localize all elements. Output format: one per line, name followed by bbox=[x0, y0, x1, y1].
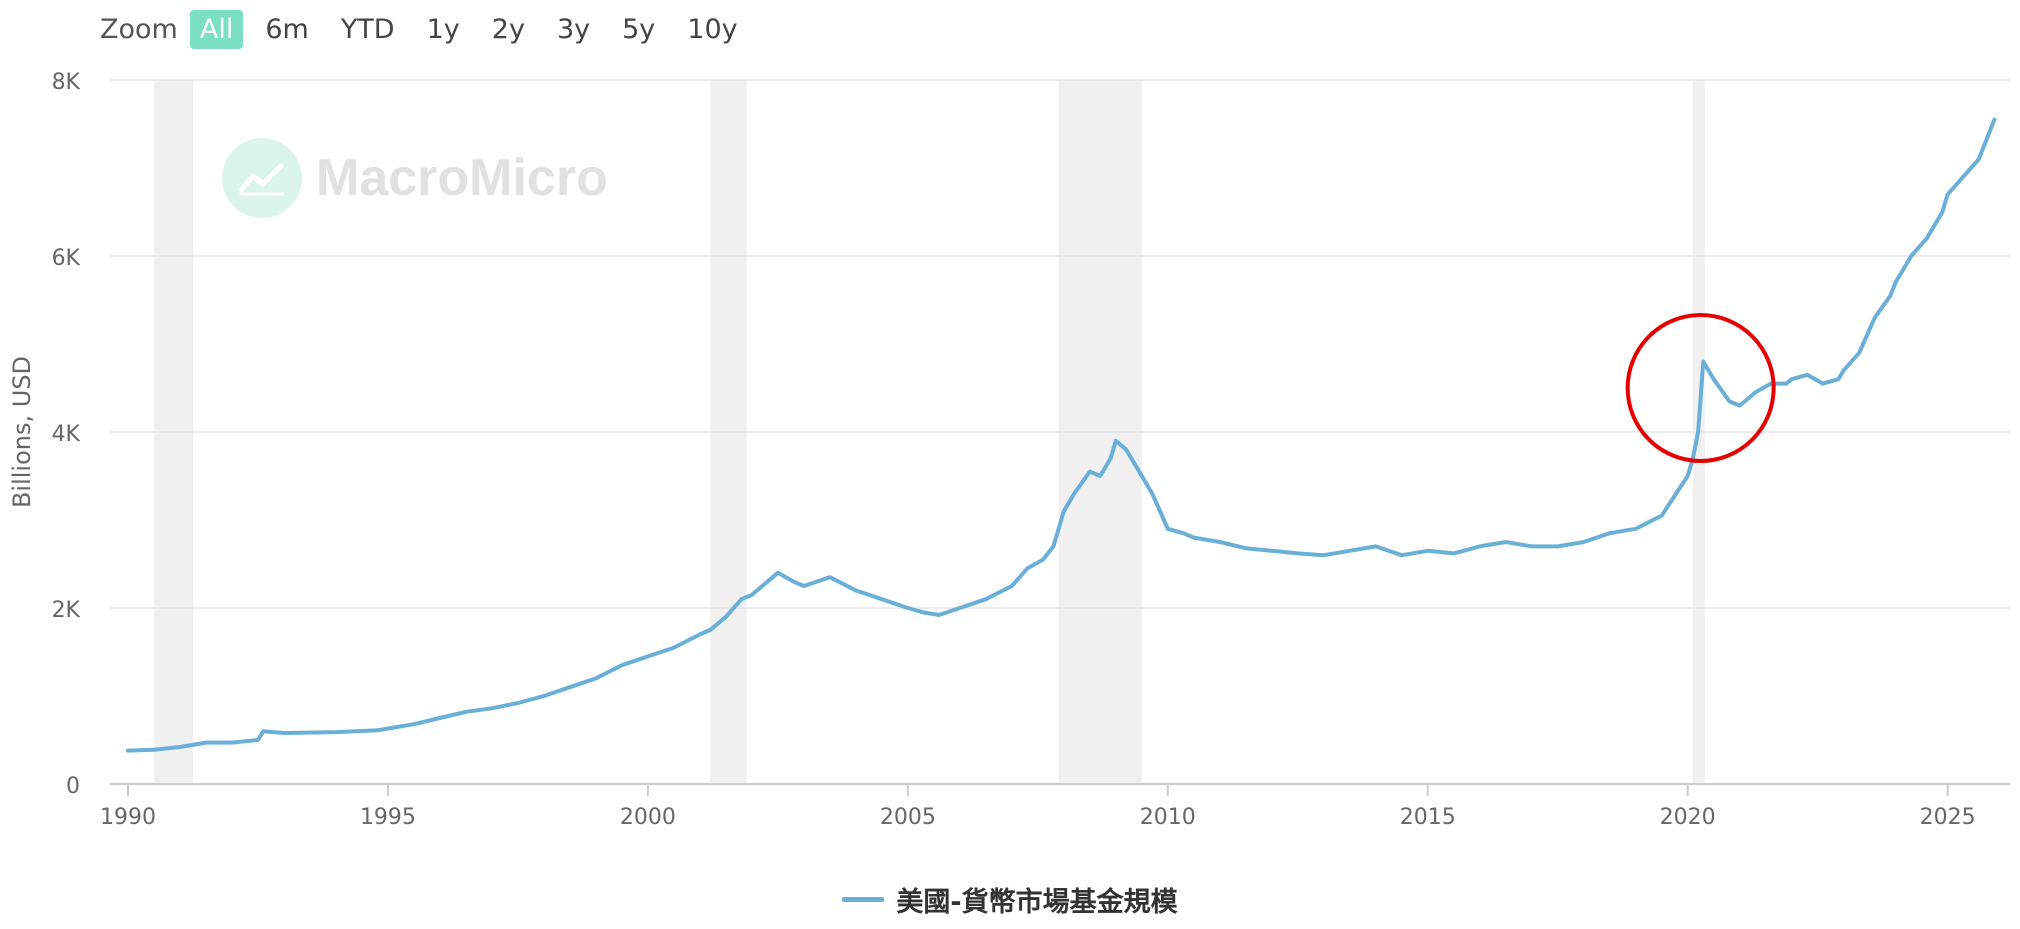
y-tick-label-2: 4K bbox=[52, 422, 81, 447]
legend-swatch bbox=[842, 897, 885, 902]
x-tick-label-7: 2025 bbox=[1920, 805, 1976, 830]
x-tick-label-1: 1995 bbox=[360, 805, 416, 830]
zoom-5y-button[interactable]: 5y bbox=[622, 13, 656, 45]
zoom-10y-button[interactable]: 10y bbox=[687, 13, 738, 45]
zoom-bar: Zoom All 6m YTD 1y 2y 3y 5y 10y bbox=[100, 4, 760, 54]
x-tick-label-6: 2020 bbox=[1660, 805, 1716, 830]
highlight-circle bbox=[1625, 313, 1776, 463]
zoom-label: Zoom bbox=[100, 13, 178, 45]
legend: 美國-貨幣市場基金規模 bbox=[0, 880, 2020, 919]
x-tick-label-4: 2010 bbox=[1140, 805, 1196, 830]
zoom-2y-button[interactable]: 2y bbox=[491, 13, 525, 45]
watermark: MacroMicro bbox=[222, 138, 608, 218]
x-tick-label-0: 1990 bbox=[100, 805, 156, 830]
y-axis-title: Billions, USD bbox=[8, 356, 36, 508]
zoom-1y-button[interactable]: 1y bbox=[426, 13, 460, 45]
series-line-money-market-funds bbox=[126, 117, 1997, 753]
x-tick-label-3: 2005 bbox=[880, 805, 936, 830]
y-tick-label-0: 0 bbox=[66, 774, 80, 799]
chart-logo-icon bbox=[222, 138, 302, 218]
zoom-ytd-button[interactable]: YTD bbox=[340, 13, 395, 45]
y-tick-label-3: 6K bbox=[52, 246, 81, 271]
watermark-text: MacroMicro bbox=[316, 149, 608, 207]
zoom-3y-button[interactable]: 3y bbox=[556, 13, 591, 45]
x-tick-label-2: 2000 bbox=[620, 805, 676, 830]
legend-item-money-market-funds[interactable]: 美國-貨幣市場基金規模 bbox=[842, 880, 1178, 919]
legend-label: 美國-貨幣市場基金規模 bbox=[896, 887, 1178, 918]
y-tick-label-4: 8K bbox=[52, 70, 81, 95]
zoom-6m-button[interactable]: 6m bbox=[265, 13, 309, 45]
line-chart: 0 2K 4K 6K 8K 1990 1995 2000 2005 2010 2015 2020 202… bbox=[8, 70, 2010, 830]
y-tick-label-1: 2K bbox=[52, 598, 81, 623]
x-tick-label-5: 2015 bbox=[1400, 805, 1456, 830]
zoom-all-button[interactable]: All bbox=[189, 9, 244, 49]
